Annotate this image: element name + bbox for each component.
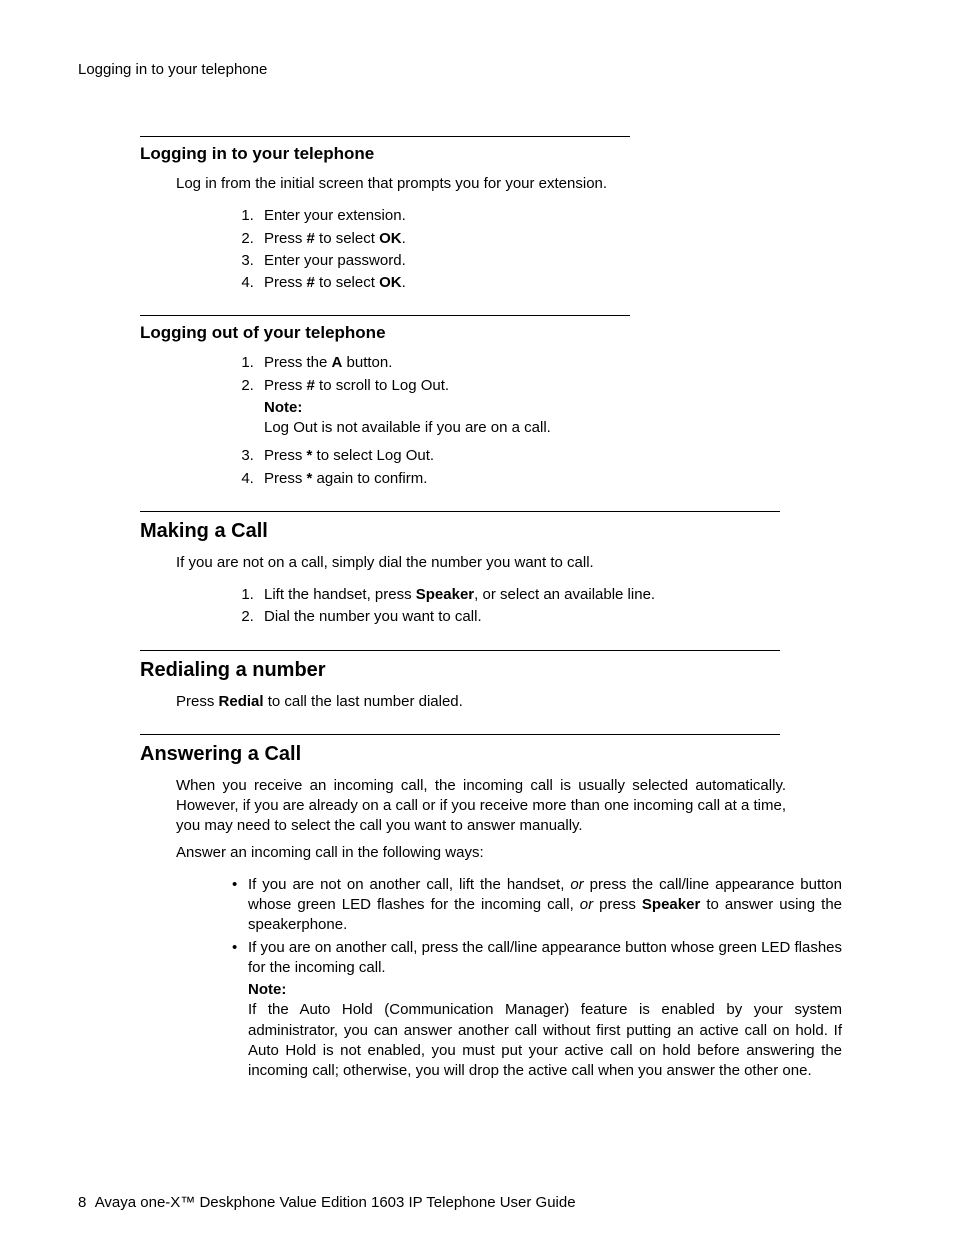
page-number: 8 bbox=[78, 1194, 86, 1211]
heading-login: Logging in to your telephone bbox=[140, 143, 876, 166]
running-header: Logging in to your telephone bbox=[78, 60, 876, 80]
note-body: Log Out is not available if you are on a… bbox=[264, 418, 876, 438]
section-redial: Redialing a number Press Redial to call … bbox=[140, 650, 876, 712]
divider bbox=[140, 136, 630, 137]
login-steps: Enter your extension. Press # to select … bbox=[240, 206, 876, 293]
step: Press * to select Log Out. bbox=[258, 446, 876, 466]
heading-redial: Redialing a number bbox=[140, 657, 876, 684]
answer-p2: Answer an incoming call in the following… bbox=[176, 843, 876, 863]
step: Press the A button. bbox=[258, 353, 876, 373]
section-answer: Answering a Call When you receive an inc… bbox=[140, 734, 876, 1082]
step: Enter your password. bbox=[258, 251, 876, 271]
heading-logout: Logging out of your telephone bbox=[140, 322, 876, 345]
step: Lift the handset, press Speaker, or sele… bbox=[258, 585, 876, 605]
redial-intro: Press Redial to call the last number dia… bbox=[176, 692, 876, 712]
making-intro: If you are not on a call, simply dial th… bbox=[176, 553, 876, 573]
bullet: If you are on another call, press the ca… bbox=[232, 938, 842, 1082]
page-footer: 8 Avaya one-X™ Deskphone Value Edition 1… bbox=[78, 1193, 576, 1213]
answer-bullets: If you are not on another call, lift the… bbox=[232, 875, 842, 1082]
divider bbox=[140, 734, 780, 735]
answer-p1: When you receive an incoming call, the i… bbox=[176, 776, 786, 837]
step: Enter your extension. bbox=[258, 206, 876, 226]
section-login: Logging in to your telephone Log in from… bbox=[140, 136, 876, 293]
login-intro: Log in from the initial screen that prom… bbox=[176, 174, 876, 194]
section-making-call: Making a Call If you are not on a call, … bbox=[140, 511, 876, 628]
footer-text: Avaya one-X™ Deskphone Value Edition 160… bbox=[95, 1194, 576, 1211]
divider bbox=[140, 511, 780, 512]
divider bbox=[140, 315, 630, 316]
heading-answer: Answering a Call bbox=[140, 741, 876, 768]
making-steps: Lift the handset, press Speaker, or sele… bbox=[240, 585, 876, 628]
bullet: If you are not on another call, lift the… bbox=[232, 875, 842, 936]
logout-steps: Press the A button. Press # to scroll to… bbox=[240, 353, 876, 489]
step: Dial the number you want to call. bbox=[258, 607, 876, 627]
note-label: Note: bbox=[248, 980, 842, 1000]
step: Press * again to confirm. bbox=[258, 469, 876, 489]
step: Press # to select OK. bbox=[258, 273, 876, 293]
step: Press # to scroll to Log Out. Note: Log … bbox=[258, 376, 876, 439]
step: Press # to select OK. bbox=[258, 229, 876, 249]
divider bbox=[140, 650, 780, 651]
note-body: If the Auto Hold (Communication Manager)… bbox=[248, 1000, 842, 1081]
section-logout: Logging out of your telephone Press the … bbox=[140, 315, 876, 488]
note-label: Note: bbox=[264, 398, 876, 418]
heading-making-call: Making a Call bbox=[140, 518, 876, 545]
